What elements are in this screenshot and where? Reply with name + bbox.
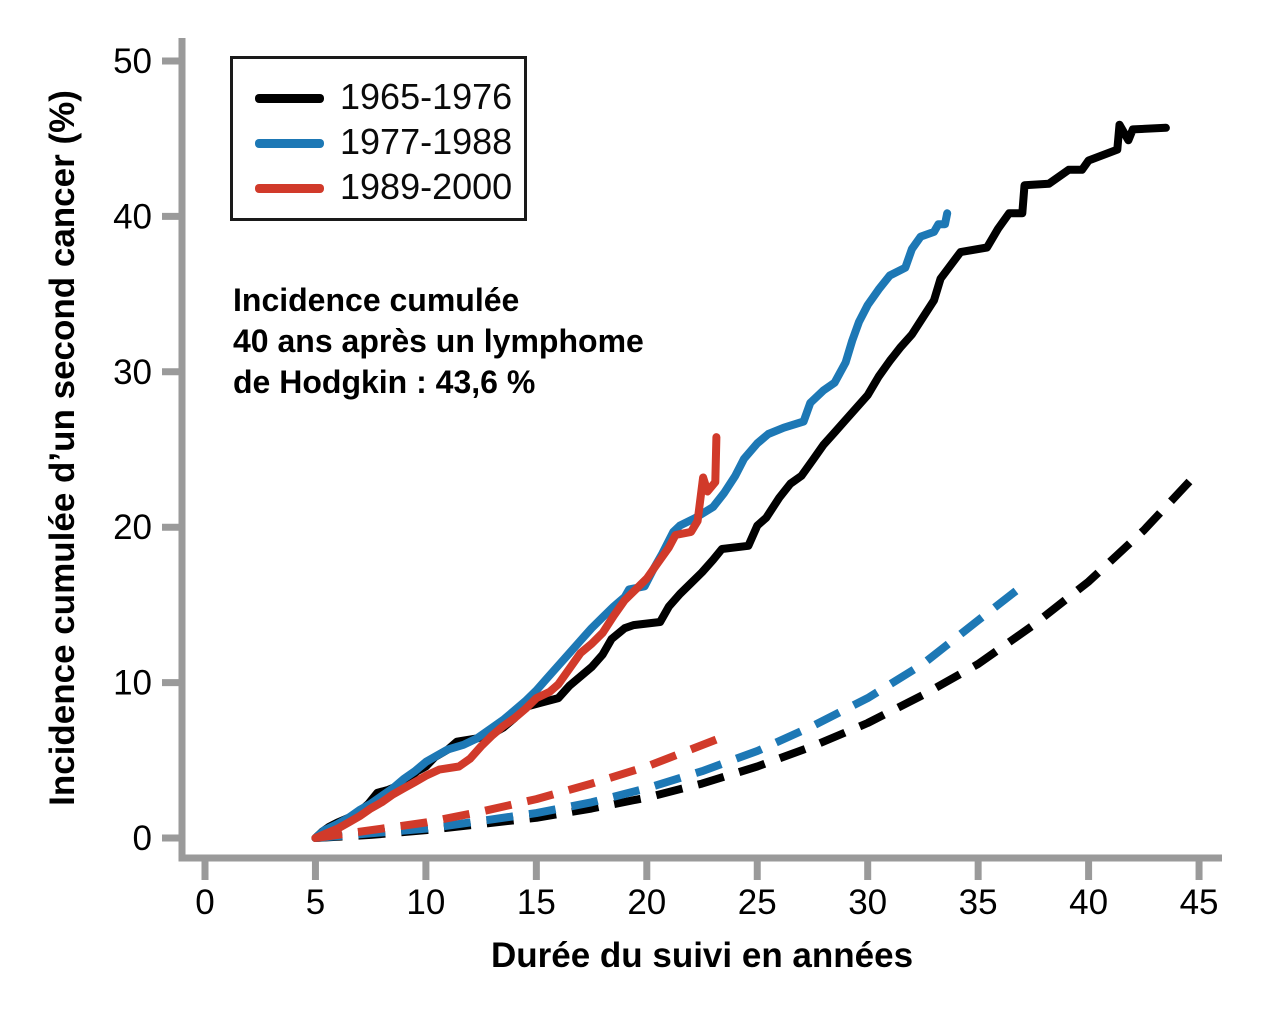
observed-incidence-line-1989-2000 [311,433,721,842]
x-tick-label: 0 [195,883,214,922]
legend-item: 1977-1988 [255,121,524,166]
expected-incidence-dashed-line-2 [314,730,733,842]
annotation-line: Incidence cumulée [233,282,520,318]
y-tick-label: 20 [113,508,152,547]
legend-swatch-1965-1976 [255,94,324,103]
x-tick-label: 45 [1180,883,1219,922]
legend-label: 1965-1976 [340,76,513,117]
legend-item: 1965-1976 [255,76,524,121]
legend-label: 1977-1988 [340,121,513,162]
y-tick-label: 30 [113,353,152,392]
annotation-line: 40 ans après un lymphome [233,323,644,359]
legend-swatch-1989-2000 [255,184,324,193]
x-tick-label: 10 [406,883,445,922]
annotation-cumulative-incidence: Incidence cumulée 40 ans après un lympho… [233,280,644,403]
x-tick-label: 35 [959,883,998,922]
legend-item: 1989-2000 [255,166,524,211]
x-axis-title: Durée du suivi en années [490,936,914,975]
y-axis-title: Incidence cumulée d’un second cancer (%) [43,90,82,806]
tick-labels: 0 5 10 15 20 25 30 35 40 45 0 10 20 30 40 50 [113,42,1218,922]
axes [162,38,1222,880]
x-tick-label: 30 [848,883,887,922]
x-tick-label: 5 [306,883,325,922]
y-tick-label: 50 [113,42,152,81]
observed-incidence-line-1965-1976 [311,120,1170,842]
annotation-line: de Hodgkin : 43,6 % [233,364,536,400]
x-tick-label: 40 [1069,883,1108,922]
y-tick-label: 0 [133,819,152,858]
x-tick-label: 20 [627,883,666,922]
y-tick-label: 10 [113,664,152,703]
x-tick-label: 25 [738,883,777,922]
y-tick-label: 40 [113,197,152,236]
x-tick-label: 15 [517,883,556,922]
legend-swatch-1977-1988 [255,139,324,148]
expected-incidence-dashed-line-1 [315,586,1021,842]
legend-label: 1989-2000 [340,166,513,207]
legend: 1965-1976 1977-1988 1989-2000 [230,56,527,221]
